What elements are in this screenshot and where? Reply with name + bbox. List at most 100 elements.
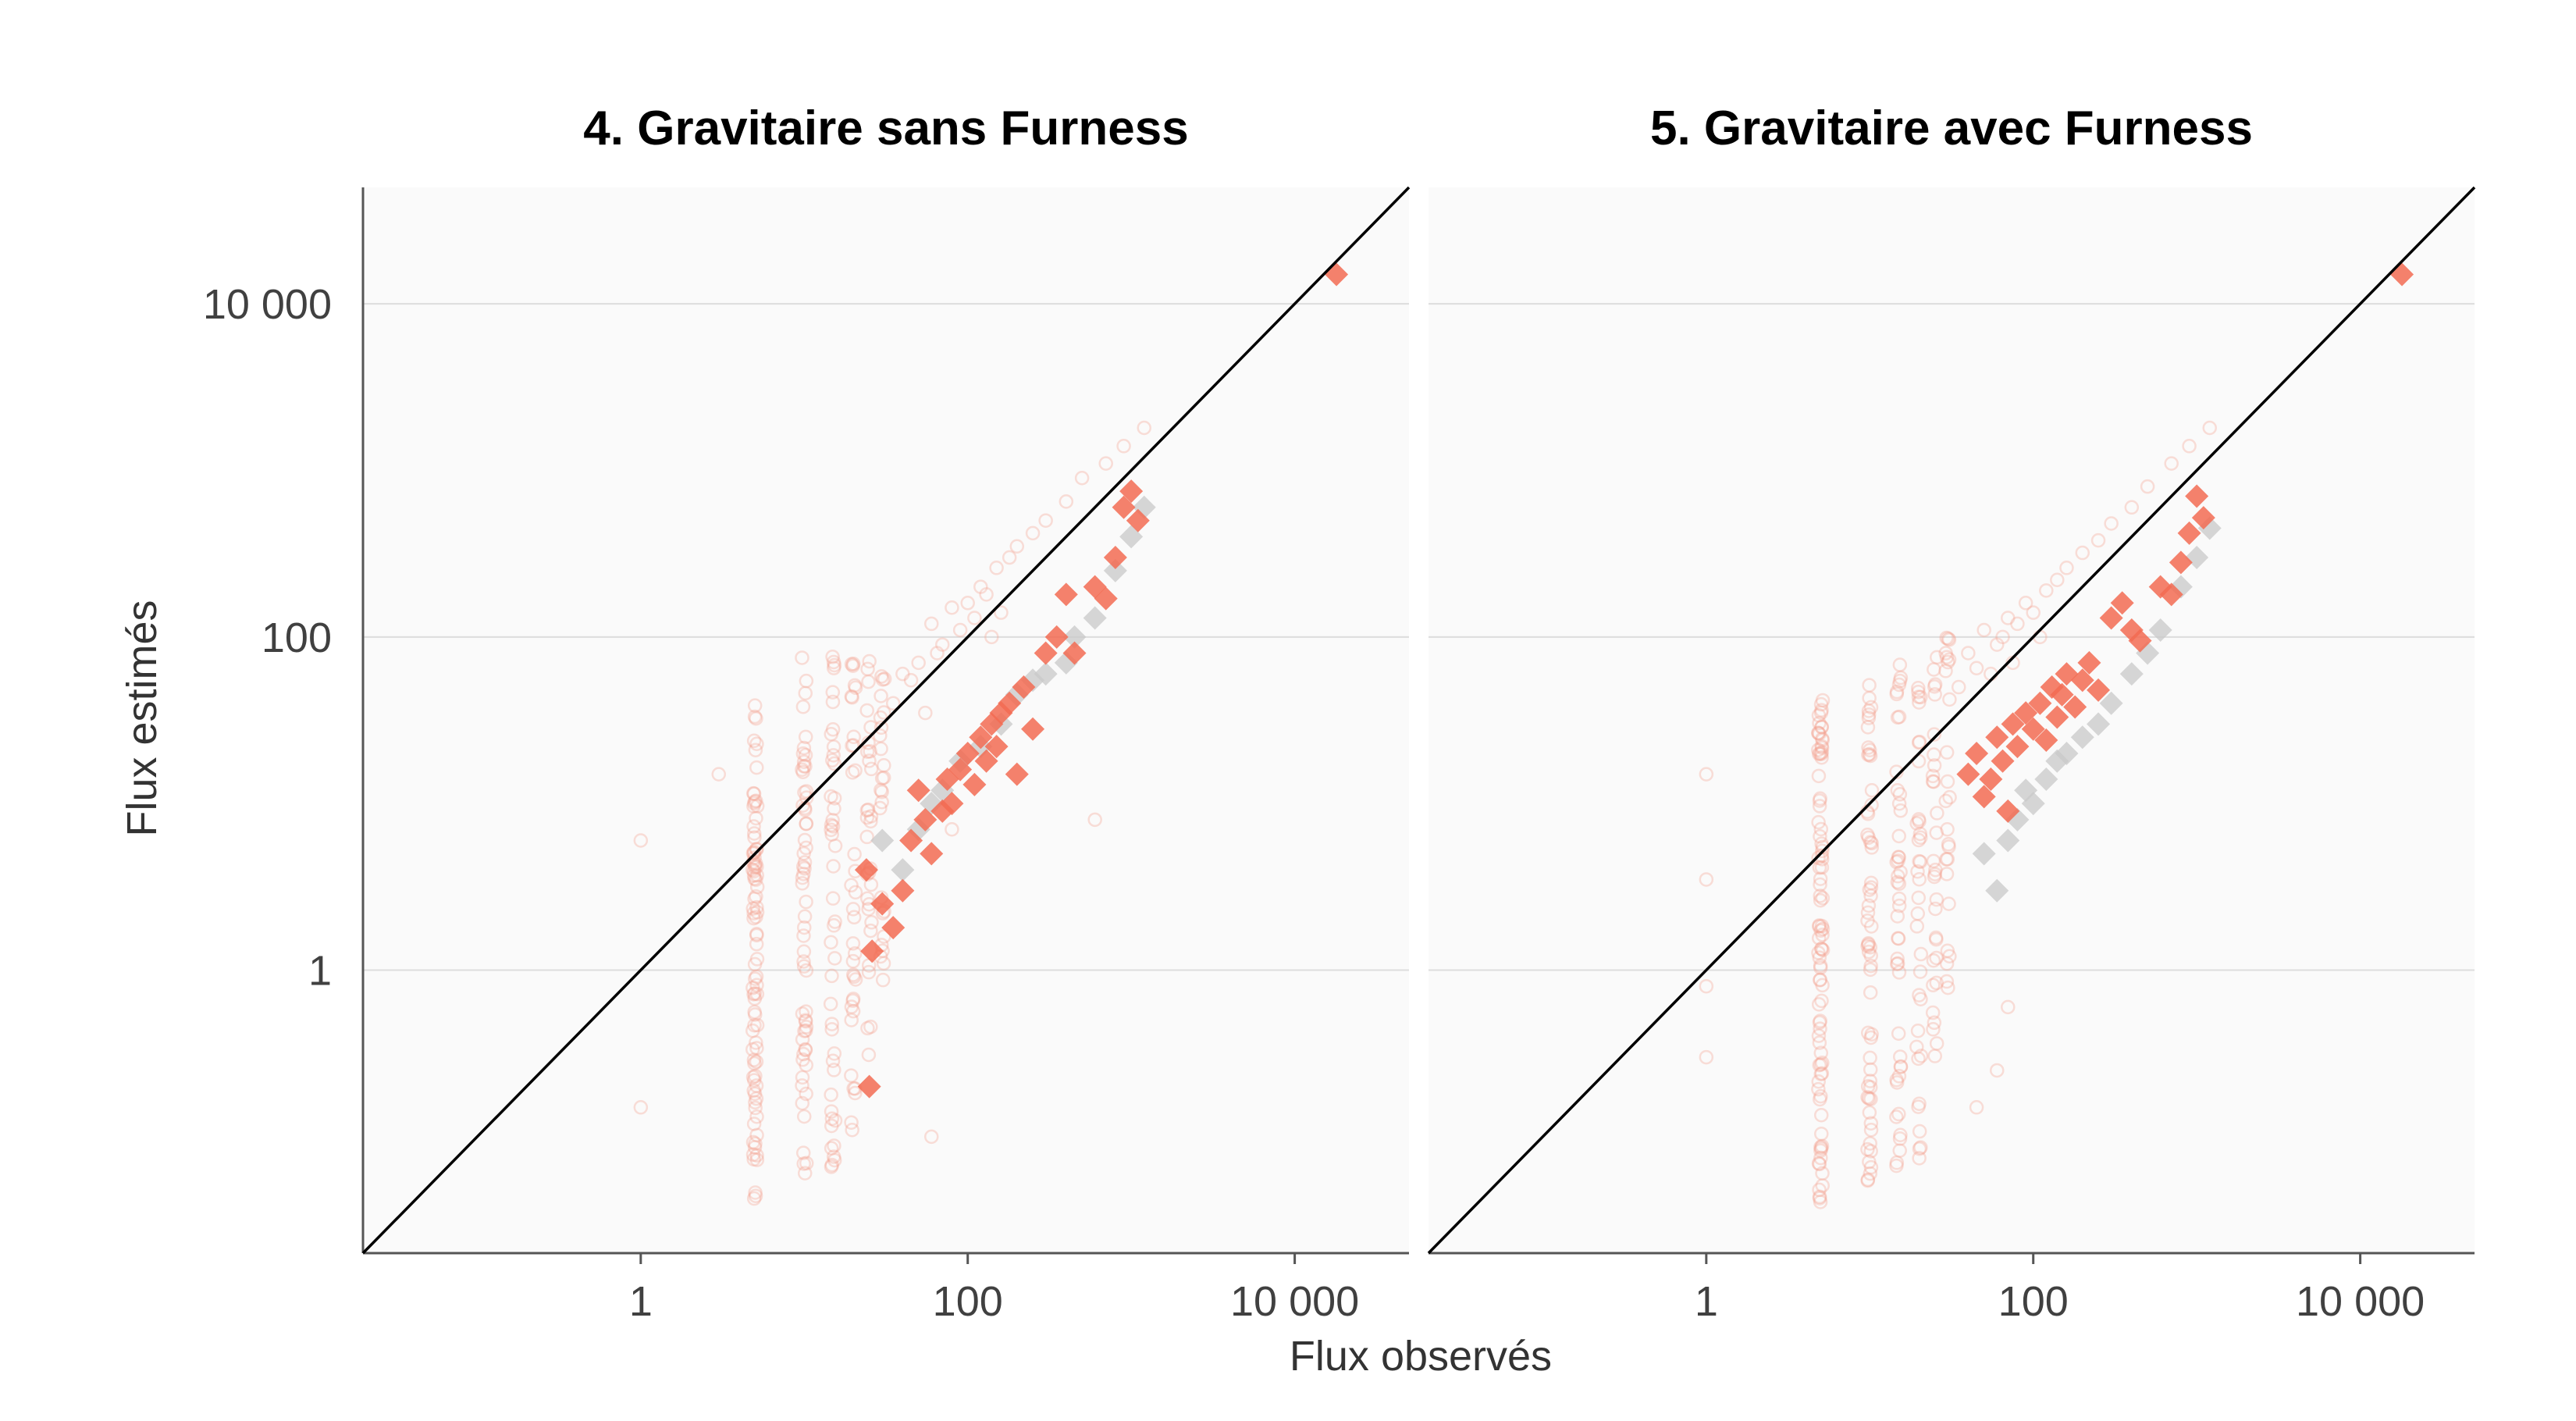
- scatter-point: [1811, 725, 1826, 741]
- scatter-point: [1863, 835, 1878, 849]
- scatter-point: [746, 846, 762, 861]
- scatter-point: [795, 859, 811, 874]
- scatter-point: [945, 821, 959, 837]
- scatter-point: [1815, 843, 1830, 859]
- scatter-point: [1863, 1122, 1879, 1138]
- scatter-point: [859, 703, 874, 718]
- scatter-point: [874, 669, 889, 684]
- scatter-point: [825, 819, 841, 834]
- scatter-point: [824, 1141, 839, 1156]
- scatter-point: [1863, 1030, 1879, 1045]
- scatter-point: [745, 1134, 761, 1150]
- scatter-point: [795, 798, 810, 813]
- scatter-point: [749, 1054, 764, 1070]
- scatter-point: [1928, 862, 1943, 878]
- scatter-point: [1814, 918, 1830, 934]
- scatter-point: [861, 964, 877, 980]
- scatter-point: [797, 855, 813, 870]
- scatter-point: [748, 1100, 763, 1116]
- scatter-point: [1860, 828, 1875, 842]
- scatter-point: [1913, 689, 1928, 705]
- scatter-point: [748, 1136, 763, 1152]
- scatter-point: [1912, 814, 1927, 829]
- highlight-diamond: [1991, 749, 2015, 773]
- scatter-point: [863, 877, 879, 892]
- highlight-diamond: [955, 741, 980, 765]
- scatter-point: [1815, 942, 1831, 958]
- scatter-point: [1813, 1139, 1828, 1155]
- scatter-point: [797, 1024, 812, 1038]
- scatter-point: [824, 817, 839, 832]
- scatter-point: [1893, 1049, 1908, 1064]
- scatter-point: [861, 902, 876, 917]
- scatter-point: [1912, 695, 1927, 710]
- scatter-point: [1860, 1172, 1876, 1188]
- scatter-point: [1929, 825, 1944, 840]
- muted-diamond: [2087, 712, 2111, 736]
- highlight-diamond: [974, 749, 998, 773]
- scatter-point: [877, 757, 891, 773]
- scatter-point: [798, 759, 813, 774]
- scatter-point: [1861, 707, 1877, 722]
- scatter-point: [1889, 686, 1904, 702]
- scatter-point: [1929, 975, 1944, 991]
- scatter-point: [796, 754, 812, 770]
- scatter-point: [798, 1042, 813, 1057]
- muted-diamond: [2099, 691, 2123, 715]
- panel-title: 5. Gravitaire avec Furness: [1650, 102, 2253, 155]
- scatter-point: [745, 1147, 761, 1163]
- scatter-point: [1893, 670, 1909, 686]
- scatter-point: [1990, 637, 2005, 652]
- scatter-point: [796, 928, 811, 943]
- scatter-point: [846, 910, 862, 925]
- scatter-point: [1926, 953, 1941, 968]
- scatter-point: [824, 1157, 840, 1173]
- scatter-point: [861, 1047, 877, 1063]
- scatter-point: [1893, 803, 1909, 818]
- scatter-point: [749, 799, 765, 814]
- scatter-point: [1976, 622, 1991, 638]
- scatter-point: [1912, 1141, 1927, 1156]
- scatter-point: [1891, 1026, 1906, 1042]
- scatter-point: [1813, 1088, 1828, 1104]
- scatter-point: [1941, 654, 1955, 670]
- scatter-point: [860, 802, 876, 817]
- scatter-point: [1813, 1150, 1828, 1166]
- scatter-point: [846, 729, 861, 745]
- scatter-point: [1891, 1069, 1907, 1084]
- scatter-point: [824, 968, 839, 984]
- scatter-point: [1860, 1173, 1875, 1188]
- scatter-point: [903, 672, 919, 688]
- scatter-point: [825, 891, 841, 906]
- scatter-point: [845, 993, 860, 1008]
- scatter-point: [1699, 767, 1714, 782]
- scatter-point: [1912, 734, 1927, 750]
- scatter-point: [746, 796, 762, 810]
- scatter-point: [860, 1020, 875, 1036]
- scatter-point: [864, 915, 879, 930]
- scatter-point: [825, 685, 841, 700]
- muted-diamond: [1985, 878, 2009, 903]
- scatter-point: [845, 967, 861, 982]
- scatter-point: [1813, 821, 1829, 837]
- scatter-point: [798, 686, 813, 701]
- scatter-point: [1940, 774, 1955, 789]
- muted-diamond: [870, 828, 895, 853]
- highlight-diamond: [2034, 728, 2058, 753]
- scatter-point: [747, 860, 763, 874]
- scatter-point: [1813, 705, 1829, 721]
- highlight-diamond: [906, 778, 930, 803]
- scatter-point: [1891, 828, 1906, 844]
- scatter-point: [863, 923, 878, 938]
- scatter-point: [1913, 946, 1929, 962]
- highlight-diamond: [940, 792, 964, 816]
- scatter-point: [1811, 1074, 1826, 1089]
- scatter-point: [1929, 932, 1944, 947]
- scatter-point: [1893, 1060, 1909, 1074]
- scatter-point: [798, 729, 813, 745]
- scatter-point: [1814, 740, 1830, 756]
- scatter-point: [848, 1085, 863, 1101]
- scatter-point: [749, 859, 764, 874]
- scatter-point: [1927, 1015, 1942, 1031]
- scatter-point: [1912, 853, 1927, 869]
